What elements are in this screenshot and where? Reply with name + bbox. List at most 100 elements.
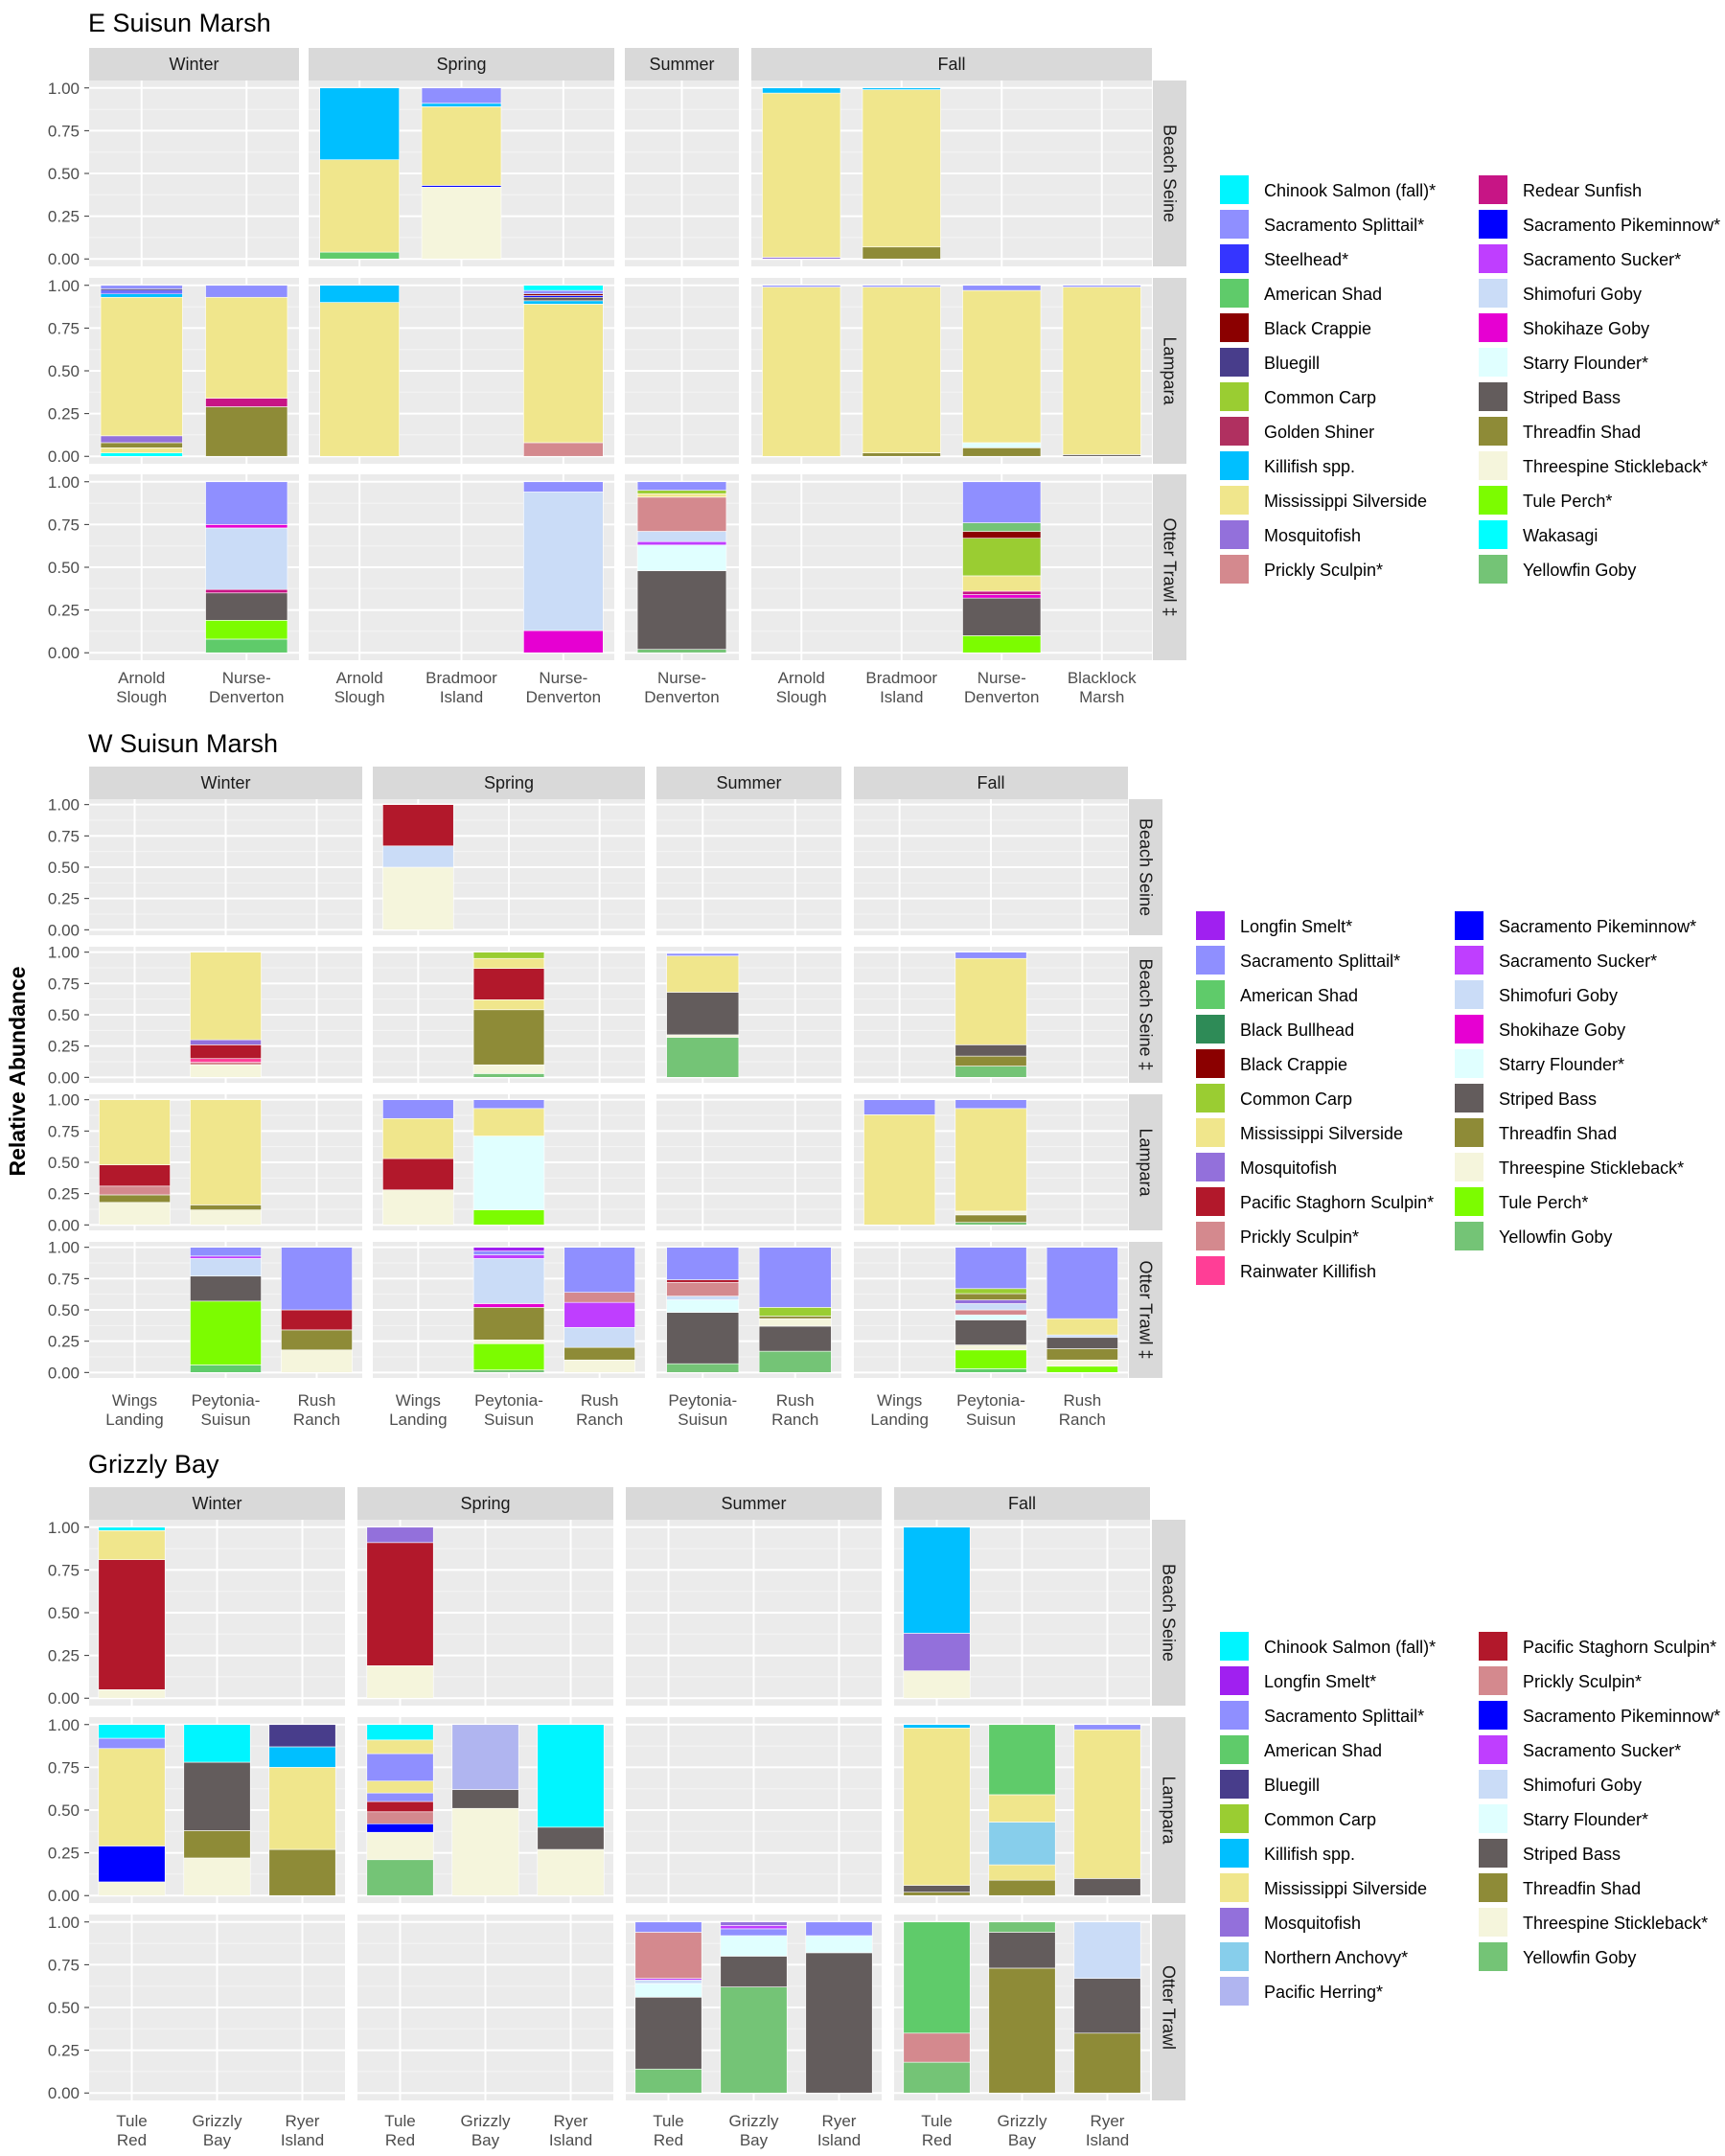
bar-segment-threespine-stickleback [421,186,502,260]
legend-key-redear-sunfish [1479,175,1507,204]
legend-key-yellowfin-goby [1455,1222,1484,1250]
bar-segment-shimofuri-goby [472,1258,545,1304]
x-tick-label-line: Arnold [118,669,165,687]
legend-key-yellowfin-goby [1479,1942,1507,1971]
bar-segment-sacramento-splittail [472,1099,545,1110]
legend-label: Threadfin Shad [1523,423,1641,442]
legend-key-shimofuri-goby [1455,980,1484,1009]
x-tick-label-line: Wings [396,1391,441,1410]
y-tick-label: 0.50 [48,1604,80,1622]
bar-segment-threadfin-shad [954,1055,1027,1067]
bar-segment-shokihaze-goby [205,524,288,529]
bar-segment-redear-sunfish [205,398,288,407]
legend-key-yellowfin-goby [1479,555,1507,584]
bar-segment-killifish-spp [100,293,183,298]
legend-key-threadfin-shad [1479,417,1507,446]
x-tick-label-line: Island [817,2131,861,2149]
bar-segment-mississippi-silverside [319,159,400,253]
y-tick-label: 0.00 [48,644,80,662]
legend-label: Prickly Sculpin* [1523,1672,1642,1691]
bar-segment-striped-bass [1073,1878,1141,1896]
legend-label: Longfin Smelt* [1264,1672,1376,1691]
bar-segment-sacramento-splittail [205,481,288,525]
bar-segment-shokihaze-goby [523,630,604,654]
bar-segment-pacific-staghorn-sculpin [666,1279,740,1283]
bar-segment-threadfin-shad [988,1967,1056,2094]
legend-key-mississippi-silverside [1220,486,1249,515]
bar-segment-striped-bass [988,1932,1056,1969]
bar-segment-mississippi-silverside [100,447,183,453]
bar-segment-sacramento-splittail [805,1921,873,1937]
legend-label: Redear Sunfish [1523,181,1642,200]
bar-segment-mississippi-silverside [319,302,400,457]
legend-label: Black Crappie [1264,319,1371,338]
bar-segment-mississippi-silverside [863,1114,936,1226]
y-tick-label: 1.00 [48,473,80,492]
bar-segment-shokihaze-goby [962,594,1042,599]
x-tick-label-line: Ranch [576,1411,623,1429]
bar-segment-threespine-stickleback [281,1349,353,1373]
legend-label: Threespine Stickleback* [1523,457,1708,476]
bar-segment-striped-bass [954,1044,1027,1057]
legend-label: Shimofuri Goby [1523,285,1642,304]
legend-key-sacramento-pikeminnow [1479,1701,1507,1730]
x-tick-label-line: Denverton [964,688,1039,706]
bar-segment-pacific-staghorn-sculpin [366,1800,434,1813]
x-tick-label-line: Landing [389,1411,448,1429]
x-tick-label-line: Landing [870,1411,929,1429]
x-tick-label-line: Peytonia- [956,1391,1025,1410]
x-tick-label: Peytonia-Suisun [956,1391,1025,1429]
legend-key-sacramento-pikeminnow [1479,210,1507,239]
bar-segment-mississippi-silverside [190,1099,262,1205]
bar-segment-threadfin-shad [268,1848,336,1896]
season-strip-summer [656,767,841,799]
legend-label: Shimofuri Goby [1499,986,1618,1005]
legend-key-threespine-stickleback [1479,1908,1507,1937]
bar-segment-starry-flounder [666,1299,740,1313]
bar-segment-mississippi-silverside [762,287,841,457]
legend-key-longfin-smelt [1220,1666,1249,1695]
bar-segment-mississippi-silverside [523,304,604,444]
bar-segment-mississippi-silverside [1062,287,1141,455]
legend-key-black-crappie [1196,1049,1225,1078]
season-strip-label: Fall [977,773,1004,792]
bar-segment-chinook-salmon-fall [183,1724,251,1763]
x-tick-label-line: Peytonia- [192,1391,261,1410]
x-tick-label: Arnold Slough [116,669,167,706]
x-tick-label-line: Red [385,2131,415,2149]
bar-segment-threespine-stickleback [451,1807,519,1896]
y-tick-label: 0.25 [48,602,80,620]
bar-segment-killifish-spp [268,1746,336,1768]
x-tick-label: Grizzly Bay [461,2112,511,2149]
bar-segment-yellowfin-goby [954,1222,1027,1226]
bar-segment-sacramento-splittail [954,952,1027,959]
x-tick-label-line: Red [654,2131,683,2149]
bar-segment-tule-perch [472,1209,545,1226]
bar-segment-sacramento-splittail [758,1247,832,1308]
legend-key-golden-shiner [1220,417,1249,446]
x-tick-label-line: Grizzly [998,2112,1047,2130]
bar-segment-mississippi-silverside [903,1728,971,1886]
x-tick-label: Ryer Island [1086,2112,1129,2149]
x-tick-label-line: Ranch [1059,1411,1106,1429]
bar-segment-yellowfin-goby [758,1350,832,1373]
bar-segment-shimofuri-goby [205,527,288,590]
bar-segment-sacramento-sucker [636,540,727,546]
legend-label: Striped Bass [1523,388,1621,407]
bar-segment-sacramento-sucker [720,1925,788,1930]
legend-key-sacramento-sucker [1479,244,1507,273]
bar-segment-tule-perch [472,1342,545,1371]
legend-label: Common Carp [1264,388,1376,407]
bar-segment-common-carp [636,490,727,494]
bar-segment-striped-bass [666,992,740,1036]
season-strip-winter [89,767,362,799]
bar-segment-striped-bass [634,1996,702,2070]
legend-label: Bluegill [1264,1776,1320,1795]
x-tick-label: Ryer Island [549,2112,592,2149]
y-tick-label: 0.00 [48,1689,80,1708]
legend-label: Mosquitofish [1240,1158,1337,1178]
x-tick-label: Nurse-Denverton [209,669,284,706]
bar-segment-killifish-spp [319,87,400,161]
legend: Chinook Salmon (fall)* Longfin Smelt* Sacr… [1220,1632,1720,2006]
